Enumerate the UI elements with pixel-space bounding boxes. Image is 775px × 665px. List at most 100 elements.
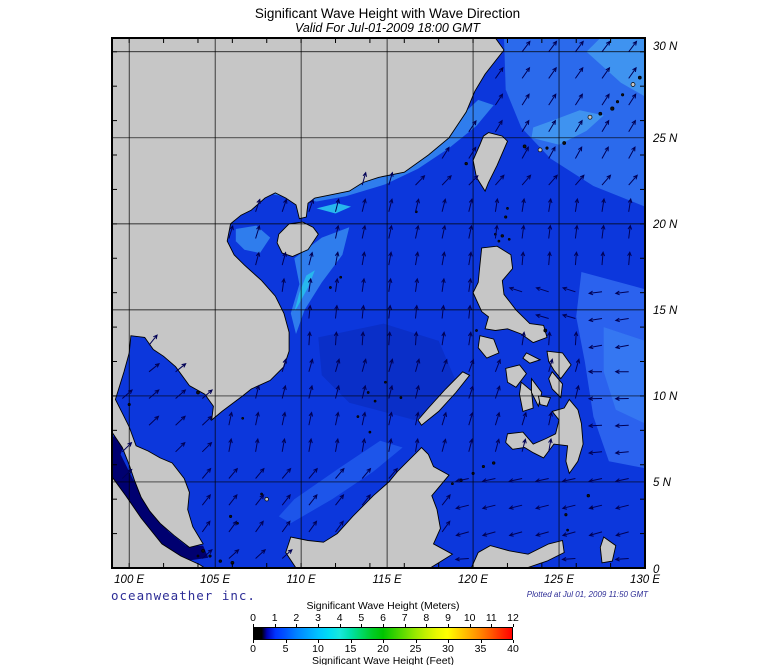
colorbar-tick-value: 15 — [344, 643, 357, 655]
wave-arrow — [415, 411, 420, 426]
wave-height-map: 100 E 105 E 110 E 115 E 120 E 125 E 130 E 30 N 2… — [111, 37, 678, 586]
wave-arrow — [387, 331, 392, 346]
colorbar-tickmark — [296, 624, 298, 627]
island-dot — [621, 93, 625, 97]
wave-arrow — [335, 520, 344, 533]
colorbar-tick-value: 0 — [250, 643, 256, 655]
wave-arrow — [255, 224, 261, 239]
land-hainan — [276, 221, 319, 257]
wave-arrow — [335, 467, 345, 479]
colorbar-tick-value: 5 — [358, 612, 365, 624]
wave-arrow — [508, 286, 523, 293]
island-dot — [637, 75, 642, 80]
wave-arrow — [281, 493, 291, 506]
land-palawan — [417, 371, 471, 426]
wave-arrow — [281, 384, 287, 399]
colorbar-tickmark — [383, 624, 384, 627]
wave-arrow — [614, 450, 629, 455]
wave-arrow — [548, 437, 553, 452]
wave-arrow — [360, 304, 366, 319]
colorbar-tick-value: 1 — [271, 612, 278, 624]
wave-arrow — [587, 423, 603, 428]
wave-arrow — [614, 478, 629, 483]
wave-arrow — [535, 286, 549, 293]
wave-arrow — [334, 277, 340, 292]
island-dot — [339, 275, 343, 279]
land-mindanao — [505, 398, 584, 475]
wave-arrow — [588, 504, 603, 510]
land-halmahera — [599, 536, 617, 564]
wave-arrow — [308, 493, 318, 506]
colorbar-tickmark — [318, 640, 319, 643]
wave-arrow — [308, 198, 315, 212]
wave-arrow — [307, 304, 313, 319]
wave-arrow — [521, 146, 529, 159]
island-dot — [475, 329, 478, 332]
island-dot — [566, 528, 569, 532]
wave-arrow — [587, 369, 603, 374]
wave-arrow — [587, 290, 603, 296]
island-dot — [586, 494, 590, 498]
wave-arrow — [335, 493, 345, 506]
wave-arrow — [335, 411, 340, 426]
wave-arrow — [467, 277, 473, 292]
wave-arrow — [601, 146, 609, 159]
wave-arrow — [548, 358, 554, 372]
colorbar-feet-ticks: 0 5 10 15 20 25 30 35 40 — [250, 643, 519, 655]
map-content — [112, 38, 645, 568]
colorbar-tick-value: 3 — [315, 612, 321, 624]
wave-arrow — [175, 441, 186, 453]
lon-label: 100 E — [114, 574, 144, 586]
colorbar-tickmark — [513, 640, 514, 643]
wave-patch-philippine-sea-core — [603, 327, 645, 424]
wave-arrow — [481, 478, 496, 483]
wave-arrow — [521, 411, 527, 426]
lat-label: 0 — [653, 564, 660, 576]
wave-arrow — [441, 198, 447, 212]
wave-arrow — [601, 174, 612, 186]
wave-arrow — [308, 358, 314, 372]
wave-arrow — [601, 93, 610, 106]
wave-arrow — [520, 251, 526, 266]
wave-arrow — [334, 437, 340, 452]
land-negros — [519, 381, 534, 412]
island-dot — [481, 464, 485, 469]
colorbar-tick-value: 7 — [401, 612, 408, 624]
wave-arrow — [388, 171, 394, 186]
island-dot — [229, 514, 233, 518]
colorbar-tickmark — [448, 640, 449, 643]
wave-arrow — [574, 146, 583, 159]
wave-arrow — [601, 40, 611, 53]
colorbar-feet-tickmarks — [253, 640, 514, 643]
colorbar-tickmark — [253, 640, 254, 643]
colorbar-tickmark — [339, 624, 341, 627]
island-dot — [208, 554, 212, 558]
wave-arrow — [494, 119, 503, 133]
wave-arrow — [588, 317, 603, 323]
wave-arrow — [361, 467, 372, 479]
wave-arrow — [494, 197, 500, 212]
wave-arrow — [615, 531, 629, 537]
colorbar-tickmark — [448, 624, 449, 627]
lat-label: 20 N — [652, 219, 678, 231]
wave-arrow — [308, 411, 314, 426]
wave-arrow — [388, 384, 394, 399]
wave-arrow — [521, 66, 531, 79]
wave-arrow — [547, 331, 552, 346]
colorbar-tickmark — [480, 640, 482, 643]
land-sulawesi-north — [470, 539, 565, 568]
island-dot — [201, 548, 205, 553]
colorbar-tick-value: 9 — [445, 612, 451, 624]
wave-arrow — [281, 198, 288, 212]
wave-arrow — [468, 224, 473, 239]
wave-arrow — [468, 198, 474, 212]
wave-arrow — [573, 331, 579, 346]
chart-title: Significant Wave Height with Wave Direct… — [254, 6, 521, 21]
wave-arrow — [614, 423, 629, 428]
wave-arrow — [494, 224, 499, 239]
wave-arrow — [627, 251, 632, 266]
wave-arrow — [361, 411, 367, 426]
wave-arrow — [335, 224, 340, 239]
wave-arrow — [308, 251, 314, 266]
wave-arrow — [281, 437, 287, 452]
